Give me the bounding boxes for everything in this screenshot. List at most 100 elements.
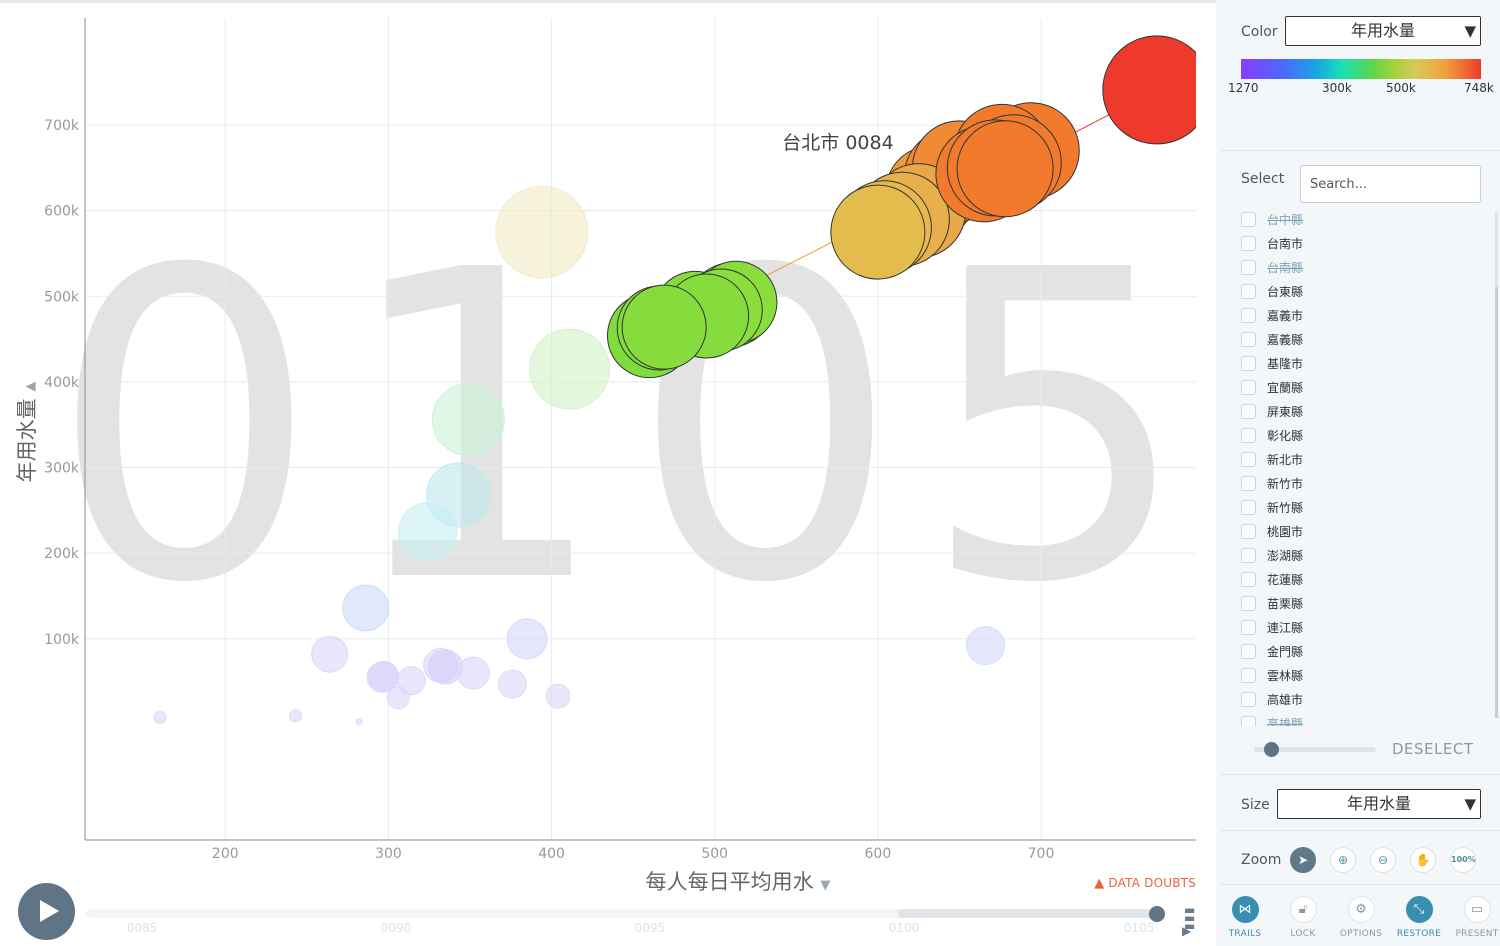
checkbox[interactable] [1241,380,1256,395]
y-axis-label[interactable]: 年用水量 [15,398,39,483]
data-doubts-label[interactable]: DATA DOUBTS [1108,876,1196,890]
timeline-forward-icon[interactable]: ▶ [1182,924,1192,938]
list-item[interactable]: 花蓮縣 [1240,572,1495,596]
list-item[interactable]: 雲林縣 [1240,668,1495,692]
color-legend-gradient[interactable] [1241,59,1481,79]
list-item[interactable]: 連江縣 [1240,620,1495,644]
list-item[interactable]: 台南縣 [1240,260,1495,284]
bubble[interactable] [431,383,505,457]
list-item[interactable]: 新竹縣 [1240,500,1495,524]
checkbox[interactable] [1241,452,1256,467]
checkbox[interactable] [1241,332,1256,347]
list-item[interactable]: 嘉義縣 [1240,332,1495,356]
timeline-menu-icon[interactable]: ▬ ▬ ▬ [1184,903,1196,933]
y-axis-dropdown-icon[interactable]: ▲ [23,381,38,392]
trail-bubble[interactable] [1102,35,1211,145]
list-item[interactable]: 彰化縣 [1240,428,1495,452]
list-item[interactable]: 嘉義市 [1240,308,1495,332]
y-axis-title[interactable]: 年用水量 ▲ [11,382,41,483]
bubble[interactable] [497,669,527,699]
checkbox[interactable] [1241,428,1256,443]
deselect-button[interactable]: DESELECT [1392,740,1474,758]
checkbox[interactable] [1241,668,1256,683]
hand-pan-icon[interactable]: ✋ [1410,847,1436,873]
bubble[interactable] [342,584,390,632]
trail-bubble[interactable] [956,120,1054,218]
checkbox[interactable] [1241,620,1256,635]
bubble[interactable] [396,666,426,696]
pointer-icon[interactable]: ➤ [1290,847,1316,873]
list-item[interactable]: 高雄縣 [1240,716,1495,726]
trail-bubbles[interactable] [606,35,1211,379]
zoom-reset-button[interactable]: 100% [1450,847,1476,873]
trail-bubble[interactable] [830,184,926,280]
timeline-slider[interactable] [86,909,1156,918]
list-item[interactable]: 台東縣 [1240,284,1495,308]
checkbox[interactable] [1241,716,1256,726]
bubble[interactable] [506,618,548,660]
timeline-handle[interactable] [1149,906,1165,922]
checkbox[interactable] [1241,500,1256,515]
bubble[interactable] [398,502,458,562]
list-item[interactable]: 宜蘭縣 [1240,380,1495,404]
bubble[interactable] [428,649,464,685]
zoom-in-icon[interactable]: ⊕ [1330,847,1356,873]
list-item[interactable]: 基隆市 [1240,356,1495,380]
checkbox[interactable] [1241,524,1256,539]
checkbox[interactable] [1241,284,1256,299]
bubble[interactable] [456,656,490,690]
checkbox[interactable] [1241,212,1256,227]
bubble[interactable] [966,626,1006,666]
options-button[interactable]: ⚙ OPTIONS [1332,896,1390,939]
checkbox[interactable] [1241,572,1256,587]
checkbox[interactable] [1241,236,1256,251]
bubble[interactable] [529,328,611,410]
bubble[interactable] [366,661,398,693]
play-button[interactable] [18,883,75,940]
list-item[interactable]: 台中縣 [1240,212,1495,236]
color-select[interactable]: 年用水量 ▼ [1285,16,1481,46]
restore-button[interactable]: ⤡ RESTORE [1390,896,1448,939]
checkbox[interactable] [1241,404,1256,419]
checkbox[interactable] [1241,548,1256,563]
list-item[interactable]: 台南市 [1240,236,1495,260]
x-axis-title[interactable]: 每人每日平均用水 ▼ [0,866,1476,896]
list-item[interactable]: 高雄市 [1240,692,1495,716]
list-item[interactable]: 新北市 [1240,452,1495,476]
bubble[interactable] [355,718,363,726]
zoom-out-icon[interactable]: ⊖ [1370,847,1396,873]
checkbox[interactable] [1241,644,1256,659]
search-input[interactable] [1300,165,1481,203]
lock-button[interactable]: 🔓︎ LOCK [1274,896,1332,939]
entity-list[interactable]: 台中縣 台南市 台南縣 台東縣 嘉義市 嘉義縣 基隆市 宜蘭縣 屏東縣 彰化縣 新北市 新竹市 新竹縣桃… [1240,212,1495,726]
list-item[interactable]: 金門縣 [1240,644,1495,668]
list-scrollbar-thumb[interactable] [1495,287,1498,718]
list-item[interactable]: 新竹市 [1240,476,1495,500]
list-item[interactable]: 澎湖縣 [1240,548,1495,572]
checkbox[interactable] [1241,596,1256,611]
list-item[interactable]: 桃園市 [1240,524,1495,548]
trail-bubble[interactable] [621,284,707,370]
x-axis-label[interactable]: 每人每日平均用水 [645,870,814,894]
bubbles[interactable] [153,185,1006,726]
size-select[interactable]: 年用水量 ▼ [1277,789,1481,819]
trails-button[interactable]: ⋈ TRAILS [1216,896,1274,939]
checkbox[interactable] [1241,356,1256,371]
list-item[interactable]: 苗栗縣 [1240,596,1495,620]
checkbox[interactable] [1241,476,1256,491]
bubble[interactable] [386,686,410,710]
bubble[interactable] [311,635,349,673]
data-doubts-link[interactable]: ▲ DATA DOUBTS [1094,876,1196,891]
checkbox[interactable] [1241,308,1256,323]
opacity-slider-handle[interactable] [1264,742,1279,757]
checkbox[interactable] [1241,692,1256,707]
bubble[interactable] [545,683,571,709]
bubble[interactable] [288,709,302,723]
bubble[interactable] [495,185,589,279]
list-item[interactable]: 屏東縣 [1240,404,1495,428]
bubble[interactable] [153,711,167,725]
present-button[interactable]: ▭ PRESENT [1448,896,1500,939]
opacity-slider[interactable] [1254,747,1376,752]
x-axis-dropdown-icon[interactable]: ▼ [820,878,831,893]
checkbox[interactable] [1241,260,1256,275]
